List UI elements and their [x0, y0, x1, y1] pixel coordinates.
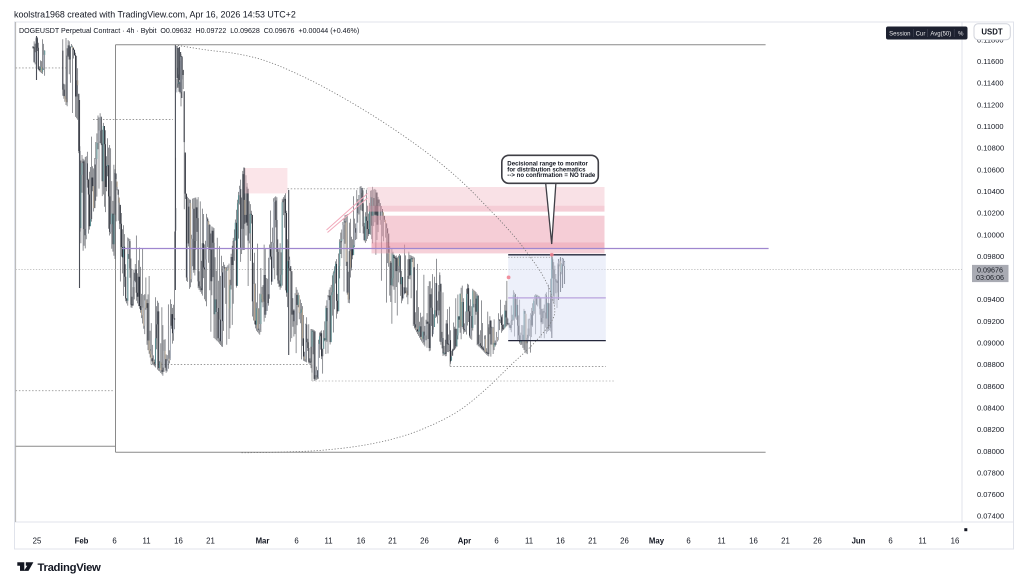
svg-text:11: 11	[918, 537, 926, 546]
svg-text:koolstra1968 created with Trad: koolstra1968 created with TradingView.co…	[14, 10, 296, 20]
svg-text:--> no confirmation = NO trade: --> no confirmation = NO trade	[507, 172, 596, 179]
svg-text:26: 26	[620, 537, 629, 546]
svg-text:0.08600: 0.08600	[977, 382, 1004, 391]
svg-text:21: 21	[206, 537, 215, 546]
svg-text:Avg(50): Avg(50)	[930, 32, 951, 38]
svg-text:0.10800: 0.10800	[977, 144, 1004, 153]
svg-text:21: 21	[388, 537, 397, 546]
svg-text:Cur: Cur	[916, 32, 926, 38]
svg-text:Session: Session	[889, 32, 910, 38]
svg-text:03:06:06: 03:06:06	[976, 273, 1004, 282]
svg-text:TradingView: TradingView	[38, 562, 102, 574]
svg-text:6: 6	[494, 537, 498, 546]
svg-text:0.09800: 0.09800	[977, 252, 1004, 261]
svg-text:11: 11	[324, 537, 332, 546]
svg-text:Jun: Jun	[852, 537, 866, 546]
svg-text:16: 16	[556, 537, 565, 546]
svg-text:0.08400: 0.08400	[977, 404, 1004, 413]
svg-text:6: 6	[294, 537, 298, 546]
svg-text:16: 16	[951, 537, 960, 546]
svg-text:0.10200: 0.10200	[977, 209, 1004, 218]
svg-text:DOGEUSDT Perpetual Contract ·: DOGEUSDT Perpetual Contract · 4h · Bybit…	[19, 27, 359, 35]
svg-text:16: 16	[357, 537, 366, 546]
svg-text:0.11400: 0.11400	[977, 79, 1004, 88]
svg-text:0.08000: 0.08000	[977, 447, 1004, 456]
svg-text:16: 16	[749, 537, 758, 546]
svg-text:0.07400: 0.07400	[977, 512, 1004, 521]
svg-text:Mar: Mar	[256, 537, 270, 546]
svg-text:May: May	[649, 537, 665, 546]
svg-text:0.10400: 0.10400	[977, 187, 1004, 196]
svg-text:USDT: USDT	[981, 28, 1002, 37]
svg-text:0.09400: 0.09400	[977, 295, 1004, 304]
svg-text:0.07800: 0.07800	[977, 468, 1004, 477]
svg-text:0.07600: 0.07600	[977, 490, 1004, 499]
svg-text:26: 26	[813, 537, 822, 546]
svg-text:26: 26	[420, 537, 429, 546]
svg-text:21: 21	[781, 537, 790, 546]
svg-text:6: 6	[888, 537, 892, 546]
svg-text:0.10600: 0.10600	[977, 165, 1004, 174]
svg-text:Feb: Feb	[75, 537, 89, 546]
svg-text:0.08200: 0.08200	[977, 425, 1004, 434]
svg-text:0.09000: 0.09000	[977, 339, 1004, 348]
svg-text:0.11000: 0.11000	[977, 122, 1004, 131]
svg-text:11: 11	[525, 537, 533, 546]
svg-text:for distribution schematics: for distribution schematics	[507, 166, 586, 173]
svg-text:0.09676: 0.09676	[977, 265, 1003, 274]
svg-text:6: 6	[112, 537, 116, 546]
svg-text:Apr: Apr	[458, 537, 471, 546]
svg-text:%: %	[958, 32, 964, 38]
svg-text:0.11200: 0.11200	[977, 100, 1004, 109]
svg-text:0.08800: 0.08800	[977, 360, 1004, 369]
svg-text:11: 11	[142, 537, 150, 546]
svg-text:0.10000: 0.10000	[977, 230, 1004, 239]
svg-text:11: 11	[717, 537, 725, 546]
svg-text:0.09200: 0.09200	[977, 317, 1004, 326]
svg-text:16: 16	[174, 537, 183, 546]
svg-text:6: 6	[686, 537, 690, 546]
svg-text:25: 25	[33, 537, 42, 546]
svg-text:Decisional range to monitor: Decisional range to monitor	[507, 160, 588, 167]
svg-text:21: 21	[588, 537, 597, 546]
svg-text:0.11600: 0.11600	[977, 57, 1004, 66]
